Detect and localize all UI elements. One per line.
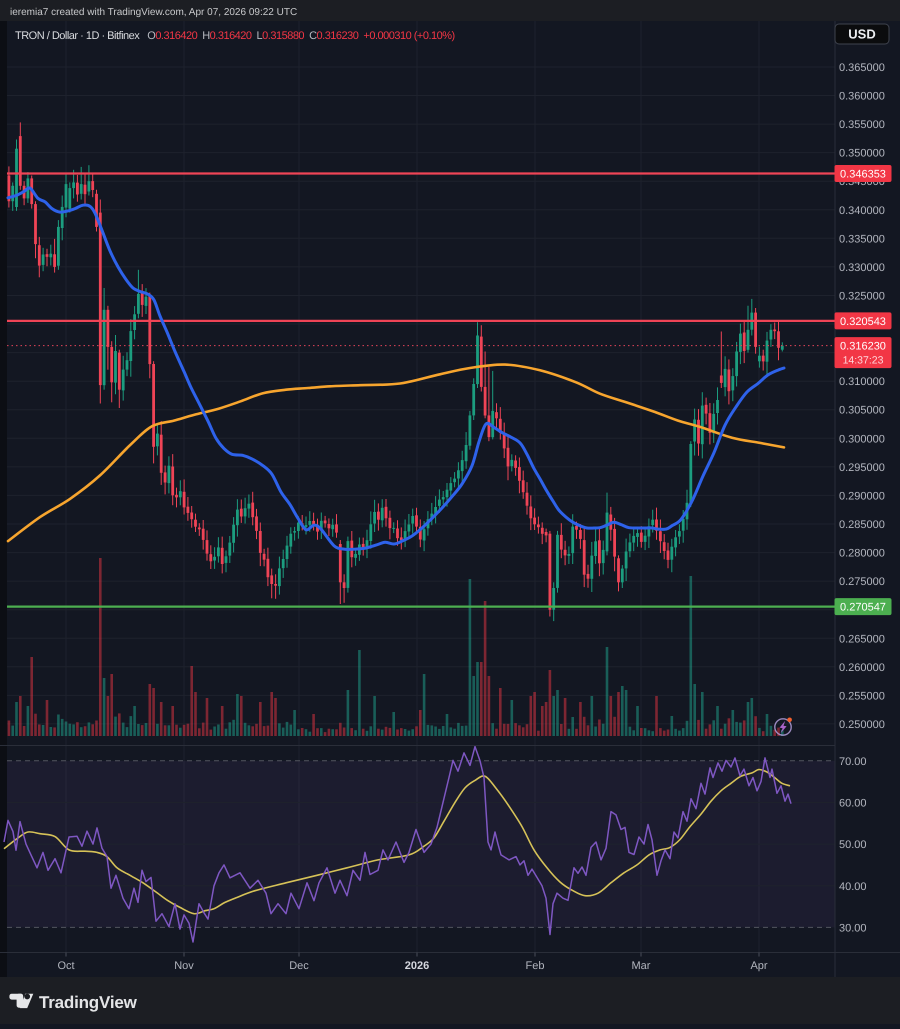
svg-text:30.00: 30.00 xyxy=(839,922,867,934)
svg-text:TradingView: TradingView xyxy=(39,993,138,1012)
svg-text:0.290000: 0.290000 xyxy=(839,490,885,502)
svg-text:0.316230: 0.316230 xyxy=(840,341,886,353)
svg-text:0.270547: 0.270547 xyxy=(840,602,886,614)
svg-text:0.346353: 0.346353 xyxy=(840,169,886,181)
svg-text:70.00: 70.00 xyxy=(839,756,867,768)
svg-text:Mar: Mar xyxy=(632,960,651,972)
svg-text:0.335000: 0.335000 xyxy=(839,233,885,245)
svg-text:0.255000: 0.255000 xyxy=(839,690,885,702)
svg-text:0.325000: 0.325000 xyxy=(839,291,885,303)
svg-text:0.320543: 0.320543 xyxy=(840,316,886,328)
svg-text:Apr: Apr xyxy=(750,960,767,972)
svg-text:0.365000: 0.365000 xyxy=(839,62,885,74)
svg-text:50.00: 50.00 xyxy=(839,839,867,851)
svg-text:Nov: Nov xyxy=(174,960,194,972)
svg-text:Oct: Oct xyxy=(57,960,74,972)
svg-text:ieremia7 created with TradingV: ieremia7 created with TradingView.com, A… xyxy=(10,7,297,18)
svg-text:0.300000: 0.300000 xyxy=(839,433,885,445)
svg-text:0.260000: 0.260000 xyxy=(839,662,885,674)
svg-text:USD: USD xyxy=(848,27,875,42)
svg-text:60.00: 60.00 xyxy=(839,797,867,809)
svg-text:2026: 2026 xyxy=(405,960,429,972)
svg-text:14:37:23: 14:37:23 xyxy=(843,355,884,367)
svg-text:0.305000: 0.305000 xyxy=(839,405,885,417)
svg-text:Feb: Feb xyxy=(526,960,545,972)
svg-text:40.00: 40.00 xyxy=(839,881,867,893)
svg-text:0.360000: 0.360000 xyxy=(839,91,885,103)
svg-text:0.265000: 0.265000 xyxy=(839,633,885,645)
svg-text:0.295000: 0.295000 xyxy=(839,462,885,474)
svg-text:0.250000: 0.250000 xyxy=(839,719,885,731)
svg-text:0.280000: 0.280000 xyxy=(839,548,885,560)
svg-text:0.330000: 0.330000 xyxy=(839,262,885,274)
svg-text:0.355000: 0.355000 xyxy=(839,119,885,131)
svg-text:0.310000: 0.310000 xyxy=(839,376,885,388)
svg-text:0.285000: 0.285000 xyxy=(839,519,885,531)
svg-text:0.275000: 0.275000 xyxy=(839,576,885,588)
svg-text:0.350000: 0.350000 xyxy=(839,148,885,160)
svg-text:0.340000: 0.340000 xyxy=(839,205,885,217)
svg-text:Dec: Dec xyxy=(289,960,309,972)
